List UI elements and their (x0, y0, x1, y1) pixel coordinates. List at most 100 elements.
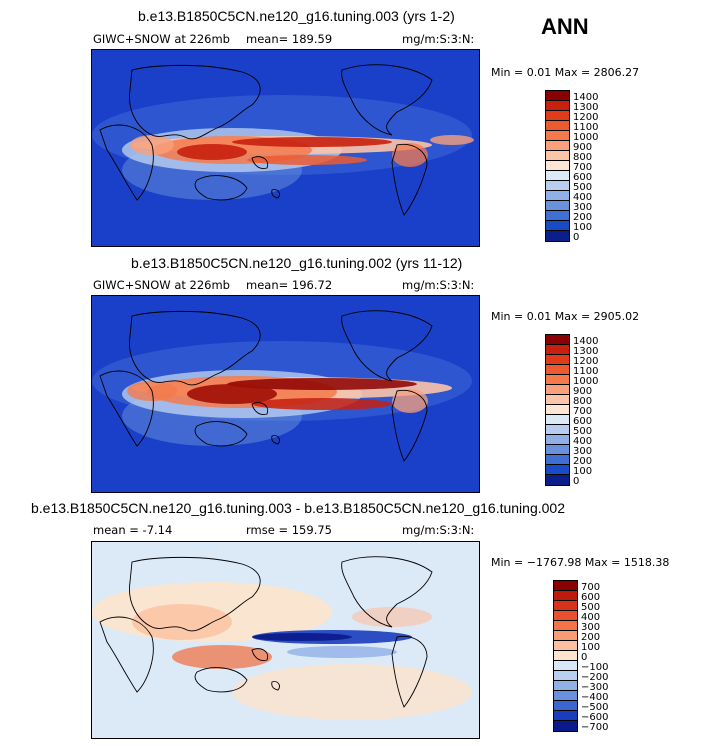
panel3-colorbar (553, 580, 578, 732)
colorbar-tick-label: 900 (573, 141, 593, 153)
colorbar-tick-label: −100 (581, 661, 609, 673)
colorbar-swatch (554, 581, 577, 591)
colorbar-swatch (554, 711, 577, 721)
colorbar-tick-label: 1100 (573, 365, 599, 377)
colorbar-swatch (546, 121, 569, 131)
colorbar-tick-label: 600 (573, 415, 593, 427)
colorbar-tick-label: 500 (581, 601, 601, 613)
colorbar-tick-label: 300 (573, 201, 593, 213)
colorbar-tick-label: −200 (581, 671, 609, 683)
colorbar-swatch (546, 231, 569, 241)
colorbar-swatch (546, 191, 569, 201)
colorbar-tick-label: 0 (573, 475, 580, 487)
colorbar-swatch (546, 405, 569, 415)
colorbar-swatch (546, 425, 569, 435)
colorbar-tick-label: 1400 (573, 335, 599, 347)
panel2-units: mg/m:S:3:N: (402, 278, 475, 292)
colorbar-tick-label: 300 (581, 621, 601, 633)
colorbar-swatch (546, 395, 569, 405)
colorbar-tick-label: 1000 (573, 131, 599, 143)
panel2-minmax: Min = 0.01 Max = 2905.02 (491, 310, 640, 323)
colorbar-swatch (546, 221, 569, 231)
season-label: ANN (541, 14, 589, 39)
panel3-map-svg (92, 542, 479, 738)
panel3-units: mg/m:S:3:N: (402, 523, 475, 537)
colorbar-tick-label: 700 (573, 405, 593, 417)
colorbar-swatch (546, 201, 569, 211)
colorbar-swatch (546, 151, 569, 161)
colorbar-swatch (554, 721, 577, 731)
colorbar-tick-label: 1300 (573, 345, 599, 357)
colorbar-tick-label: 900 (573, 385, 593, 397)
colorbar-swatch (546, 415, 569, 425)
colorbar-tick-label: 500 (573, 181, 593, 193)
panel2-colorbar (545, 334, 570, 486)
colorbar-swatch (554, 681, 577, 691)
colorbar-swatch (554, 611, 577, 621)
colorbar-swatch (546, 141, 569, 151)
colorbar-tick-label: 800 (573, 395, 593, 407)
colorbar-tick-label: 1400 (573, 91, 599, 103)
panel1-units: mg/m:S:3:N: (402, 32, 475, 46)
panel1-minmax: Min = 0.01 Max = 2806.27 (491, 66, 640, 79)
panel2-map (91, 295, 480, 493)
colorbar-tick-label: 400 (573, 191, 593, 203)
panel1-colorbar (545, 90, 570, 242)
colorbar-swatch (546, 91, 569, 101)
colorbar-tick-label: 1100 (573, 121, 599, 133)
colorbar-swatch (554, 631, 577, 641)
panel2-title: b.e13.B1850C5CN.ne120_g16.tuning.002 (yr… (131, 255, 463, 271)
colorbar-tick-label: −300 (581, 681, 609, 693)
colorbar-swatch (546, 131, 569, 141)
panel3-mean: mean = -7.14 (93, 523, 173, 537)
colorbar-tick-label: 100 (573, 221, 593, 233)
colorbar-swatch (546, 475, 569, 485)
colorbar-tick-label: 400 (581, 611, 601, 623)
colorbar-tick-label: 700 (573, 161, 593, 173)
colorbar-swatch (554, 621, 577, 631)
colorbar-swatch (546, 435, 569, 445)
panel1-title: b.e13.B1850C5CN.ne120_g16.tuning.003 (yr… (138, 8, 455, 24)
colorbar-swatch (554, 701, 577, 711)
colorbar-swatch (554, 641, 577, 651)
colorbar-tick-label: −400 (581, 691, 609, 703)
panel1-mean: mean= 189.59 (246, 32, 333, 46)
colorbar-tick-label: 1300 (573, 101, 599, 113)
colorbar-tick-label: 1200 (573, 111, 599, 123)
colorbar-tick-label: 600 (581, 591, 601, 603)
panel3-rmse: rmse = 159.75 (246, 523, 332, 537)
panel2-variable: GIWC+SNOW at 226mb (93, 278, 230, 292)
panel1-variable: GIWC+SNOW at 226mb (93, 32, 230, 46)
panel3-map (91, 541, 480, 739)
colorbar-swatch (546, 345, 569, 355)
colorbar-swatch (546, 171, 569, 181)
panel1-map (91, 49, 480, 247)
colorbar-tick-label: −500 (581, 701, 609, 713)
colorbar-swatch (554, 601, 577, 611)
panel3-minmax: Min = −1767.98 Max = 1518.38 (491, 556, 670, 569)
colorbar-swatch (546, 465, 569, 475)
colorbar-swatch (546, 111, 569, 121)
colorbar-tick-label: −600 (581, 711, 609, 723)
colorbar-tick-label: 100 (581, 641, 601, 653)
colorbar-tick-label: 600 (573, 171, 593, 183)
colorbar-tick-label: 0 (581, 651, 588, 663)
colorbar-swatch (546, 101, 569, 111)
colorbar-tick-label: 700 (581, 581, 601, 593)
colorbar-tick-label: 1200 (573, 355, 599, 367)
colorbar-tick-label: 400 (573, 435, 593, 447)
colorbar-swatch (546, 211, 569, 221)
colorbar-swatch (546, 455, 569, 465)
colorbar-swatch (546, 355, 569, 365)
panel2-mean: mean= 196.72 (246, 278, 333, 292)
colorbar-swatch (546, 445, 569, 455)
colorbar-swatch (546, 365, 569, 375)
colorbar-tick-label: 0 (573, 231, 580, 243)
colorbar-swatch (554, 591, 577, 601)
colorbar-swatch (546, 385, 569, 395)
panel3-title: b.e13.B1850C5CN.ne120_g16.tuning.003 - b… (31, 500, 565, 516)
colorbar-tick-label: 1000 (573, 375, 599, 387)
panel2-map-svg (92, 296, 479, 492)
panel1-map-svg (92, 50, 479, 246)
colorbar-tick-label: 100 (573, 465, 593, 477)
